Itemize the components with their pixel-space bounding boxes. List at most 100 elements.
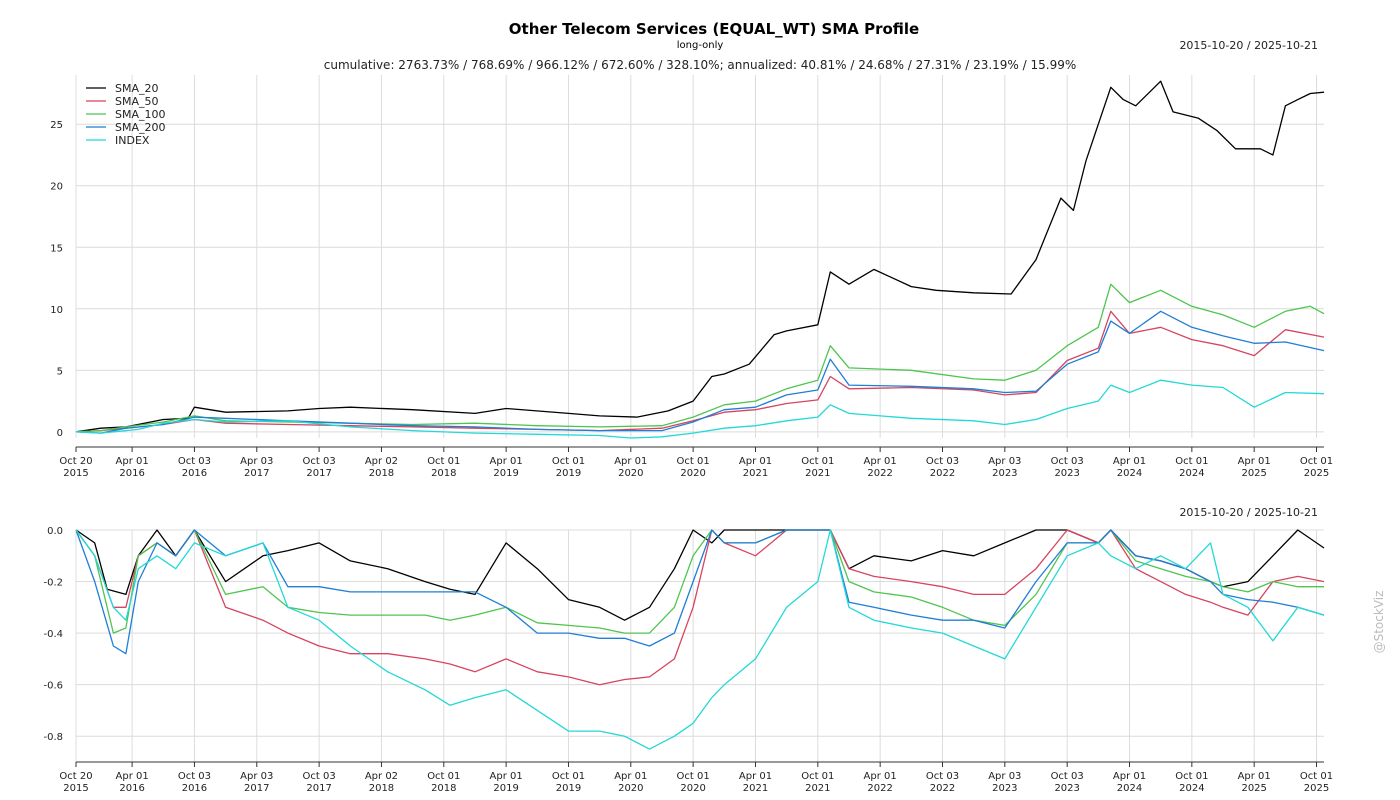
x-tick-label-year: 2020 [618,468,643,479]
x-tick-label-year: 2019 [493,468,518,479]
x-tick-label: Oct 01 [427,456,460,467]
x-tick-label: Oct 03 [303,456,336,467]
legend-label: INDEX [115,134,150,147]
x-tick-label-year: 2015 [63,468,88,479]
x-tick-label: Oct 03 [926,771,959,782]
x-tick-label-year: 2015 [63,783,88,794]
y-tick-label: 10 [50,305,63,316]
x-tick-label: Apr 01 [116,771,149,782]
x-tick-label-year: 2025 [1304,468,1329,479]
series-line-sma-50 [75,529,1325,686]
x-tick-label-year: 2019 [493,783,518,794]
x-tick-label-year: 2025 [1241,468,1266,479]
x-tick-label: Oct 03 [178,456,211,467]
x-tick-label: Apr 01 [490,456,523,467]
x-tick-label-year: 2020 [680,468,705,479]
x-tick-label: Apr 01 [116,456,149,467]
x-tick-label-year: 2024 [1117,468,1142,479]
y-tick-label: 5 [57,366,63,377]
series-line-sma-20 [75,80,1325,433]
x-tick-label: Oct 01 [801,771,834,782]
x-tick-label: Apr 03 [988,771,1021,782]
x-tick-label-year: 2020 [618,783,643,794]
x-tick-label: Oct 01 [677,771,710,782]
x-tick-label: Oct 01 [552,456,585,467]
x-tick-label-year: 2022 [867,783,892,794]
x-tick-label-year: 2022 [867,468,892,479]
x-tick-label-year: 2024 [1179,468,1204,479]
x-tick-label: Apr 01 [490,771,523,782]
x-tick-label-year: 2021 [743,468,768,479]
x-tick-label: Apr 01 [864,771,897,782]
y-tick-label: 20 [50,182,63,193]
y-tick-label: -0.2 [43,578,63,589]
x-tick-label: Oct 20 [59,456,92,467]
x-tick-label-year: 2018 [369,468,394,479]
x-tick-label: Apr 01 [1113,456,1146,467]
x-tick-label: Apr 01 [614,771,647,782]
x-tick-label-year: 2024 [1117,783,1142,794]
x-tick-label: Oct 01 [1175,456,1208,467]
x-tick-label: Apr 01 [1238,771,1271,782]
series-line-sma-100 [75,529,1324,634]
x-tick-label-year: 2023 [1054,783,1079,794]
x-tick-label: Oct 03 [1051,456,1084,467]
x-tick-label-year: 2018 [431,468,456,479]
x-tick-label-year: 2016 [182,783,207,794]
x-tick-label: Apr 01 [739,456,772,467]
bottom-date-range: 2015-10-20 / 2025-10-21 [1179,506,1318,519]
top-date-range: 2015-10-20 / 2025-10-21 [1179,39,1318,52]
legend-label: SMA_200 [115,121,166,134]
x-tick-label-year: 2021 [743,783,768,794]
series-line-sma-200 [75,310,1325,434]
y-tick-label: -0.4 [43,629,63,640]
x-tick-label-year: 2024 [1179,783,1204,794]
x-tick-label-year: 2017 [306,468,331,479]
x-tick-label-year: 2019 [556,468,581,479]
chart-title: Other Telecom Services (EQUAL_WT) SMA Pr… [509,20,919,38]
x-tick-label: Oct 03 [303,771,336,782]
x-tick-label: Oct 01 [801,456,834,467]
x-tick-label-year: 2021 [805,468,830,479]
y-tick-label: 0 [57,428,63,439]
x-tick-label: Oct 01 [1300,456,1333,467]
legend-label: SMA_20 [115,82,159,95]
x-tick-label-year: 2020 [680,783,705,794]
x-tick-label-year: 2018 [431,783,456,794]
x-tick-label: Oct 01 [677,456,710,467]
series-line-sma-50 [75,310,1325,433]
x-tick-label: Apr 01 [1238,456,1271,467]
x-tick-label: Oct 01 [1175,771,1208,782]
series-line-sma-200 [75,529,1325,655]
x-tick-label-year: 2025 [1304,783,1329,794]
legend-label: SMA_100 [115,108,166,121]
y-tick-label: 15 [50,243,63,254]
x-tick-label-year: 2017 [244,468,269,479]
x-tick-label-year: 2025 [1241,783,1266,794]
x-tick-label-year: 2018 [369,783,394,794]
x-tick-label-year: 2023 [992,468,1017,479]
x-tick-label: Apr 01 [864,456,897,467]
series-line-index [75,529,1325,750]
x-tick-label: Oct 20 [59,771,92,782]
x-tick-label-year: 2023 [1054,468,1079,479]
y-tick-label: -0.8 [43,732,63,743]
x-tick-label-year: 2017 [244,783,269,794]
y-tick-label: 25 [50,120,63,131]
x-tick-label-year: 2016 [119,783,144,794]
x-tick-label: Oct 01 [427,771,460,782]
x-tick-label-year: 2022 [930,468,955,479]
x-tick-label: Oct 01 [552,771,585,782]
x-tick-label: Apr 02 [365,771,398,782]
x-tick-label: Oct 01 [1300,771,1333,782]
x-tick-label: Oct 03 [178,771,211,782]
x-tick-label-year: 2016 [182,468,207,479]
y-tick-label: -0.6 [43,681,63,692]
x-tick-label-year: 2022 [930,783,955,794]
x-tick-label-year: 2019 [556,783,581,794]
x-tick-label-year: 2021 [805,783,830,794]
x-tick-label: Apr 03 [240,771,273,782]
